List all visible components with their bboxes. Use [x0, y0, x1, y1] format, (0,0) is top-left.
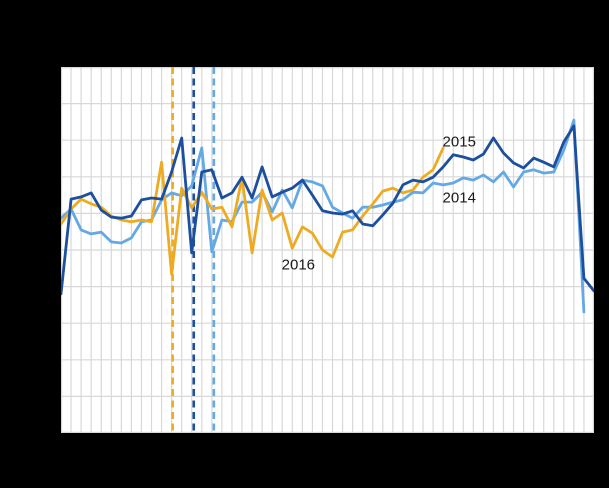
line-chart-svg — [61, 67, 594, 433]
series-2016-line — [61, 146, 445, 276]
grid — [61, 67, 594, 433]
series-2015-line — [61, 124, 594, 296]
plot-area: 2015 2014 2016 — [61, 67, 594, 433]
